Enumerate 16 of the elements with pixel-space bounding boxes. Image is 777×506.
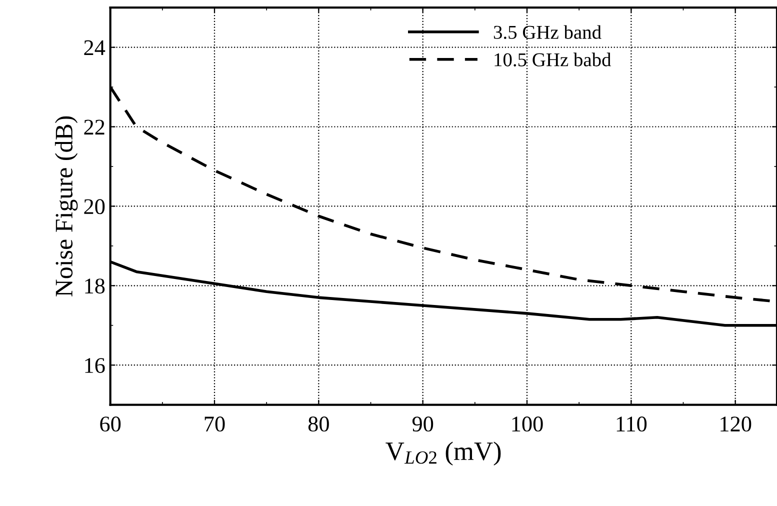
x-tick-label: 80	[308, 416, 329, 432]
y-tick-label: 20	[84, 199, 105, 214]
x-tick-label: 110	[616, 416, 647, 432]
y-tick-label: 22	[84, 120, 104, 134]
legend-label: 3.5 GHz band	[494, 25, 602, 39]
y-tick-label: 16	[85, 358, 105, 374]
x-tick-label: 60	[100, 416, 121, 432]
x-tick-label: 120	[720, 416, 752, 432]
x-axis-title: V$_{LO2}$ (mV)	[386, 442, 501, 466]
legend-label: 10.5 GHz babd	[494, 52, 612, 66]
y-axis-title: Noise Figure (dB)	[54, 116, 78, 296]
y-tick-label: 18	[85, 278, 105, 294]
x-tick-label: 90	[412, 416, 434, 432]
x-tick-label: 70	[204, 416, 225, 432]
x-tick-label: 100	[512, 416, 543, 432]
y-tick-label: 24	[84, 40, 106, 56]
